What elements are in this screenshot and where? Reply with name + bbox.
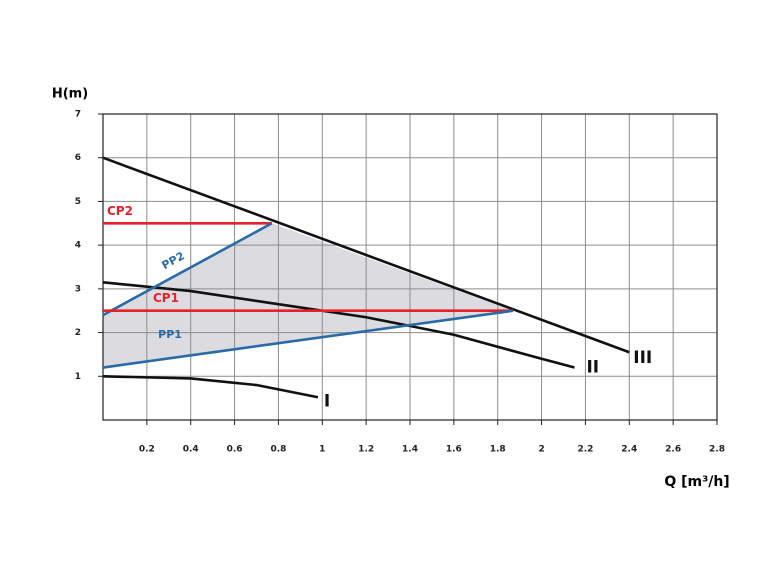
x-tick-label: 1.4 bbox=[402, 445, 418, 455]
x-tick-label: 1.6 bbox=[446, 445, 462, 455]
series-line bbox=[102, 156, 630, 354]
x-axis-label: Q [m³/h] bbox=[664, 474, 729, 490]
series-label: PP1 bbox=[158, 328, 182, 341]
y-axis-label: H(m) bbox=[52, 87, 88, 102]
y-tick-label: 5 bbox=[75, 197, 81, 207]
series-line bbox=[102, 281, 575, 369]
y-tick-label: 2 bbox=[75, 328, 81, 338]
x-tick-label: 2 bbox=[538, 445, 544, 455]
y-tick-label: 1 bbox=[75, 372, 81, 382]
x-tick-label: 0.4 bbox=[183, 445, 199, 455]
series-label: PP2 bbox=[160, 249, 187, 272]
y-tick-label: 6 bbox=[75, 153, 81, 163]
x-tick-label: 2.2 bbox=[577, 445, 593, 455]
y-tick-label: 4 bbox=[75, 241, 81, 251]
x-tick-label: 1.2 bbox=[358, 445, 374, 455]
series-label: III bbox=[633, 348, 652, 368]
x-tick-label: 0.6 bbox=[227, 445, 243, 455]
series-line bbox=[102, 222, 273, 317]
series-line bbox=[102, 374, 319, 399]
x-tick-label: 1 bbox=[319, 445, 325, 455]
x-tick-label: 1.8 bbox=[490, 445, 506, 455]
y-tick-label: 7 bbox=[75, 110, 81, 120]
x-tick-label: 2.8 bbox=[709, 445, 725, 455]
x-tick-label: 2.6 bbox=[665, 445, 681, 455]
x-tick-label: 0.2 bbox=[139, 445, 155, 455]
series-label: II bbox=[586, 358, 599, 378]
x-tick-label: 2.4 bbox=[621, 445, 637, 455]
x-tick-label: 0.8 bbox=[270, 445, 286, 455]
series-label: CP2 bbox=[107, 204, 133, 218]
y-tick-label: 3 bbox=[75, 284, 81, 294]
series-label: I bbox=[324, 391, 330, 411]
series-label: CP1 bbox=[153, 291, 179, 305]
series-line bbox=[102, 309, 514, 369]
operating-area bbox=[103, 223, 514, 368]
plot-frame bbox=[102, 113, 718, 421]
